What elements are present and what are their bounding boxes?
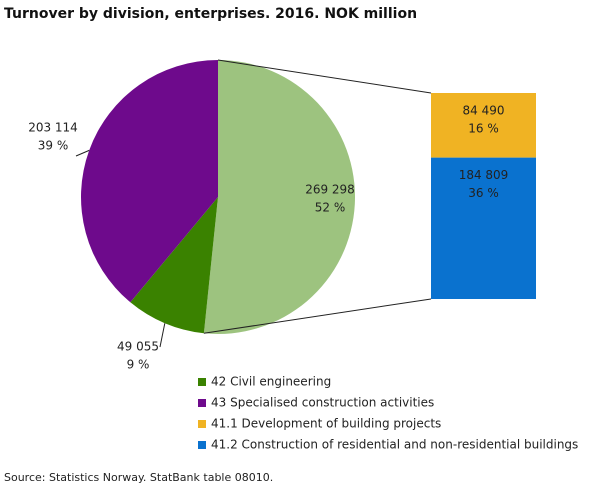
legend-swatch	[198, 441, 206, 449]
legend-swatch	[198, 378, 206, 386]
bar-segment	[431, 93, 536, 158]
value-label: 84 490	[463, 104, 505, 118]
bar-segment	[431, 157, 536, 299]
pie-slice	[130, 197, 218, 334]
percent-label: 39 %	[38, 139, 69, 153]
source: Source: Statistics Norway. StatBank tabl…	[4, 471, 273, 484]
legend-label: 42 Civil engineering	[211, 375, 331, 389]
value-label: 269 298	[305, 183, 355, 197]
legend-label: 43 Specialised construction activities	[211, 396, 434, 410]
value-label: 184 809	[459, 168, 509, 182]
pie-slice	[80, 60, 218, 303]
legend-label: 41.2 Construction of residential and non…	[211, 438, 578, 452]
legend-swatch	[198, 420, 206, 428]
value-label: 49 055	[117, 340, 159, 354]
leader-line	[159, 323, 166, 348]
legend-swatch	[198, 399, 206, 407]
leader-line	[75, 149, 90, 157]
percent-label: 9 %	[127, 358, 150, 372]
percent-label: 16 %	[468, 122, 499, 136]
percent-label: 36 %	[468, 186, 499, 200]
connector-line	[217, 59, 432, 94]
connector-line	[203, 298, 432, 334]
pie-slice	[203, 60, 356, 334]
value-label: 203 114	[28, 121, 78, 135]
chart-title: Turnover by division, enterprises. 2016.…	[4, 6, 417, 22]
percent-label: 52 %	[315, 201, 346, 215]
legend-label: 41.1 Development of building projects	[211, 417, 441, 431]
